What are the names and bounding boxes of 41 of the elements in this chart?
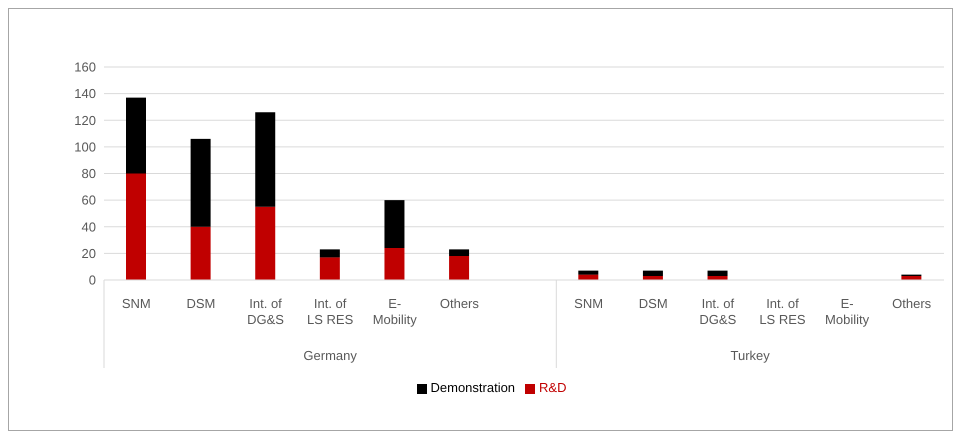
bar	[708, 270, 728, 276]
y-tick-label: 20	[82, 246, 96, 261]
x-tick-label: E-Mobility	[372, 296, 418, 327]
bar	[320, 257, 340, 280]
bar	[126, 98, 146, 174]
x-tick-label: Others	[892, 296, 932, 311]
y-tick-label: 40	[82, 219, 96, 234]
y-tick-label: 100	[74, 139, 96, 154]
legend-label: Demonstration	[430, 380, 516, 395]
bar	[578, 274, 598, 280]
x-tick-label: Int. of LS RES	[307, 296, 354, 327]
y-tick-label: 0	[88, 272, 96, 288]
x-tick-label: Int. of DG&S	[247, 296, 284, 327]
y-tick-label: 140	[74, 86, 96, 102]
bar	[190, 226, 211, 280]
y-tick-label: 80	[82, 166, 96, 182]
x-tick-label: SNM	[574, 296, 604, 311]
bar	[255, 112, 276, 207]
legend-label: R&D	[539, 380, 566, 395]
bar	[384, 248, 404, 280]
bar	[384, 200, 404, 248]
x-tick-label: Others	[440, 296, 480, 311]
x-tick-label: DSM	[638, 296, 668, 311]
bar	[449, 256, 470, 280]
bar	[126, 174, 146, 280]
text: Germany	[303, 348, 358, 363]
y-tick-label: 60	[82, 192, 96, 208]
bar	[190, 138, 211, 227]
bar	[642, 270, 663, 276]
y-tick-label: 160	[74, 60, 96, 75]
x-tick-label: E-Mobility	[825, 296, 870, 327]
bar	[255, 206, 276, 280]
x-tick-label: Int. of LS RES	[759, 296, 806, 327]
bar	[578, 270, 598, 275]
x-tick-label: DSM	[186, 296, 216, 311]
bar	[320, 249, 340, 258]
x-tick-label: SNM	[122, 296, 151, 311]
x-tick-label: Int. of DG&S	[699, 296, 737, 327]
y-tick-label: 120	[74, 112, 96, 128]
text: Turkey	[730, 348, 770, 363]
bar	[449, 249, 470, 256]
